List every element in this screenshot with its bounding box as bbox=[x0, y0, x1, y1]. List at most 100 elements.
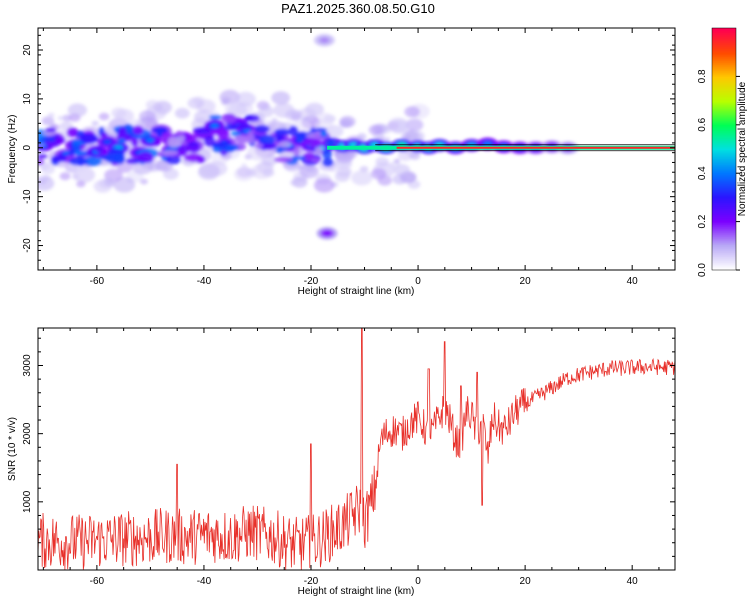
colorbar-strip bbox=[712, 124, 736, 127]
spectrogram-cluster bbox=[314, 146, 323, 156]
colorbar-strip bbox=[712, 260, 736, 263]
spectrogram-blob bbox=[296, 138, 305, 143]
colorbar-strip bbox=[712, 38, 736, 41]
colorbar-strip bbox=[712, 162, 736, 165]
colorbar-strip bbox=[712, 222, 736, 225]
y-tick-label: -20 bbox=[22, 238, 33, 253]
colorbar-strip bbox=[712, 256, 736, 259]
colorbar-strip bbox=[712, 150, 736, 153]
colorbar-strip bbox=[712, 156, 736, 159]
spectrogram-cluster bbox=[153, 139, 161, 147]
spectrogram-cluster bbox=[234, 134, 252, 144]
colorbar-tick-label: 0.6 bbox=[697, 117, 708, 131]
colorbar-strip bbox=[712, 180, 736, 183]
spectrogram-speckle bbox=[271, 91, 291, 105]
colorbar-strip bbox=[712, 186, 736, 189]
spectrogram-speckle bbox=[298, 107, 317, 121]
spectrogram-cluster bbox=[312, 157, 320, 163]
spectrogram-cluster bbox=[68, 148, 76, 156]
colorbar-strip bbox=[712, 234, 736, 237]
spectrogram-speckle bbox=[100, 160, 109, 166]
colorbar-strip bbox=[712, 132, 736, 135]
colorbar-strip bbox=[712, 82, 736, 85]
colorbar-strip bbox=[712, 252, 736, 255]
x-tick-label: 40 bbox=[627, 576, 639, 587]
colorbar-strip bbox=[712, 154, 736, 157]
y-tick-label: 2000 bbox=[22, 422, 33, 445]
spectrogram-cluster bbox=[41, 136, 56, 142]
colorbar-strip bbox=[712, 112, 736, 115]
spectrogram-cluster bbox=[238, 121, 251, 131]
colorbar-strip bbox=[712, 226, 736, 229]
spectrogram-cluster bbox=[80, 133, 99, 144]
spectrogram-speckle bbox=[41, 116, 55, 126]
spectrogram-speckle bbox=[241, 163, 248, 168]
spectrogram-cluster bbox=[320, 131, 328, 137]
x-tick-label: 0 bbox=[415, 276, 421, 287]
colorbar-strip bbox=[712, 146, 736, 149]
spectrogram-cluster bbox=[276, 146, 283, 153]
colorbar-strip bbox=[712, 152, 736, 155]
colorbar-strip bbox=[712, 86, 736, 89]
spectrogram-speckle bbox=[375, 156, 389, 167]
x-tick-label: -20 bbox=[304, 276, 319, 287]
colorbar-strip bbox=[712, 128, 736, 131]
colorbar-frame bbox=[711, 27, 737, 271]
spectrogram-y-axis-label: Frequency (Hz) bbox=[7, 115, 18, 184]
spectrogram-speckle bbox=[368, 124, 383, 136]
colorbar-gradient bbox=[712, 28, 736, 271]
x-tick-label: 0 bbox=[415, 576, 421, 587]
colorbar-strip bbox=[712, 232, 736, 235]
spectrogram-cluster bbox=[244, 114, 260, 122]
spectrogram-speckle bbox=[67, 103, 87, 117]
spectrogram-speckle bbox=[313, 178, 335, 193]
colorbar-strip bbox=[712, 88, 736, 91]
spectrogram-cluster bbox=[51, 155, 67, 163]
spectrogram-cluster bbox=[254, 143, 264, 148]
colorbar: 0.0 0.2 0.4 0.6 0.8 Normalized spectral ampl… bbox=[697, 27, 748, 277]
colorbar-strip bbox=[712, 172, 736, 175]
spectrogram-cluster bbox=[99, 154, 117, 160]
colorbar-strip bbox=[712, 258, 736, 261]
spectrogram-speckle bbox=[174, 107, 190, 119]
colorbar-strip bbox=[712, 84, 736, 87]
colorbar-strip bbox=[712, 184, 736, 187]
spectrogram-speckle bbox=[76, 180, 86, 188]
colorbar-strip bbox=[712, 96, 736, 99]
spectrogram-cluster bbox=[304, 140, 325, 148]
spectrogram-cluster bbox=[224, 144, 236, 153]
spectrogram-cluster bbox=[117, 138, 126, 144]
colorbar-strip bbox=[712, 52, 736, 55]
spectrogram-speckle bbox=[357, 133, 367, 140]
colorbar-strip bbox=[712, 46, 736, 49]
spectrogram-speckle bbox=[41, 164, 55, 175]
colorbar-strip bbox=[712, 122, 736, 125]
colorbar-strip bbox=[712, 168, 736, 171]
spectrogram-speckle bbox=[140, 118, 148, 124]
spectrogram-cluster bbox=[217, 129, 230, 140]
spectrogram-cluster bbox=[83, 156, 102, 167]
colorbar-strip bbox=[712, 244, 736, 247]
spectrogram-cluster bbox=[66, 127, 77, 138]
spectrogram-speckle bbox=[392, 174, 408, 185]
spectrogram-cluster bbox=[68, 157, 88, 166]
snr-x-axis-label: Height of straight line (km) bbox=[298, 586, 415, 597]
colorbar-strip bbox=[712, 236, 736, 239]
colorbar-strip bbox=[712, 246, 736, 249]
spectrogram-speckle bbox=[273, 102, 295, 118]
spectrogram-cluster bbox=[156, 126, 164, 138]
spectrogram-speckle bbox=[297, 165, 304, 170]
x-tick-label: -20 bbox=[304, 576, 319, 587]
spectrogram-speckle bbox=[409, 152, 421, 160]
spectrogram-cluster bbox=[167, 136, 181, 148]
spectrogram-speckle bbox=[235, 91, 256, 107]
spectrogram-cluster bbox=[188, 144, 200, 153]
spectrogram-cluster bbox=[274, 128, 291, 136]
colorbar-strip bbox=[712, 100, 736, 103]
colorbar-strip bbox=[712, 242, 736, 245]
colorbar-strip bbox=[712, 34, 736, 37]
y-tick-label: 3000 bbox=[22, 354, 33, 377]
spectrogram-speckle bbox=[38, 176, 55, 191]
spectrogram-speckle bbox=[59, 172, 71, 181]
spectrogram-cluster bbox=[137, 151, 154, 163]
